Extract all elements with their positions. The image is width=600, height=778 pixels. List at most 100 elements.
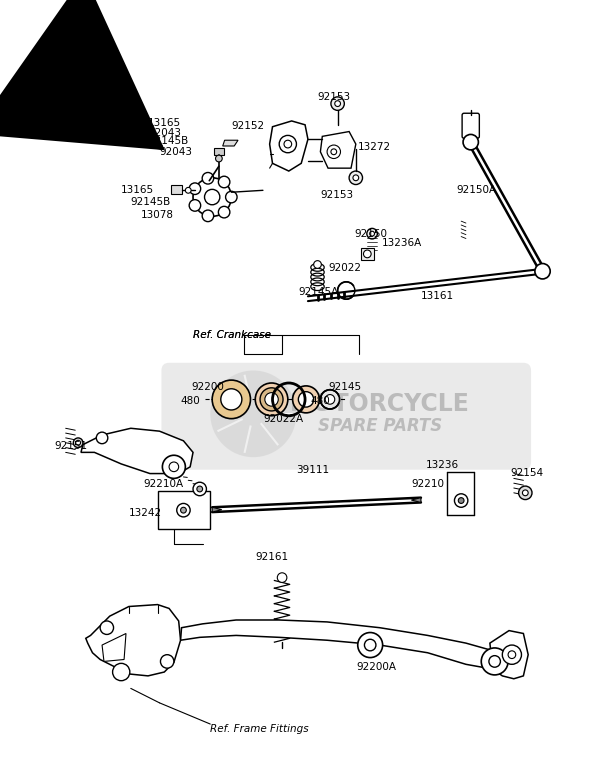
FancyBboxPatch shape [462,114,479,138]
Bar [158,491,210,530]
Circle shape [481,648,508,675]
Text: 13161: 13161 [421,290,454,300]
Circle shape [349,171,362,184]
Polygon shape [86,605,181,676]
Text: 92145: 92145 [328,382,361,392]
Circle shape [97,432,108,443]
Polygon shape [412,498,421,503]
Text: SPARE PARTS: SPARE PARTS [317,417,442,436]
Text: Ref. Crankcase: Ref. Crankcase [193,330,271,340]
Circle shape [189,183,200,194]
Text: MOTORCYCLE: MOTORCYCLE [290,392,470,416]
Circle shape [314,261,322,268]
Circle shape [370,231,374,236]
Circle shape [202,173,214,184]
Text: 13165: 13165 [121,185,154,195]
Circle shape [277,573,287,583]
Text: 480: 480 [311,397,331,406]
Text: 92153: 92153 [317,92,350,102]
Polygon shape [223,140,238,146]
Text: 92145A: 92145A [298,286,338,296]
Circle shape [293,386,319,413]
Circle shape [353,175,359,180]
Text: 92154: 92154 [510,468,543,478]
Circle shape [502,645,521,664]
Circle shape [518,486,532,499]
Text: 39111: 39111 [296,465,329,475]
Polygon shape [269,121,308,171]
Circle shape [489,656,500,668]
Polygon shape [81,428,193,474]
Text: 92150A: 92150A [457,184,496,194]
Circle shape [265,393,278,406]
Circle shape [160,654,174,668]
Text: 92145B: 92145B [131,197,171,207]
Text: Ref. Crankcase: Ref. Crankcase [193,330,271,340]
Circle shape [279,135,296,152]
Circle shape [260,387,283,411]
Text: 13078: 13078 [140,209,173,219]
Circle shape [325,394,335,405]
Text: 92210A: 92210A [143,479,184,489]
Text: Ref. Frame Fittings: Ref. Frame Fittings [210,724,309,734]
Circle shape [113,664,130,681]
Polygon shape [181,620,497,669]
Text: 13242: 13242 [129,508,162,518]
Circle shape [255,383,288,415]
Text: 92022A: 92022A [263,414,303,424]
Circle shape [367,229,377,239]
Circle shape [335,100,340,107]
Polygon shape [171,184,182,194]
Circle shape [197,486,203,492]
FancyBboxPatch shape [161,363,531,470]
Circle shape [210,370,296,457]
Circle shape [193,178,232,216]
Text: 92161: 92161 [255,552,289,562]
Polygon shape [320,131,356,168]
Circle shape [364,250,371,258]
Circle shape [226,191,237,203]
Text: 92150: 92150 [355,229,388,239]
Circle shape [364,640,376,651]
Circle shape [73,438,83,447]
Circle shape [284,140,292,148]
Text: 92043: 92043 [160,147,193,157]
Circle shape [358,633,383,657]
Circle shape [215,155,222,162]
Text: 92153: 92153 [320,191,353,200]
Circle shape [181,507,187,513]
Circle shape [320,390,340,409]
Circle shape [463,135,478,150]
Text: 13165: 13165 [148,118,181,128]
Circle shape [523,490,528,496]
Circle shape [205,189,220,205]
Circle shape [218,206,230,218]
Circle shape [331,149,337,155]
Text: 92200: 92200 [191,382,224,392]
Circle shape [327,145,340,159]
Text: 92200A: 92200A [357,662,397,672]
Polygon shape [212,507,222,512]
Circle shape [218,176,230,187]
Text: 92022: 92022 [328,262,361,272]
Circle shape [100,621,113,634]
Text: 92145B: 92145B [148,136,188,146]
Text: 13236A: 13236A [382,239,422,248]
Text: 13272: 13272 [358,142,391,152]
Polygon shape [490,631,528,678]
Circle shape [221,389,242,410]
Text: 13236: 13236 [426,460,459,470]
Circle shape [193,482,206,496]
Text: 92210: 92210 [412,479,445,489]
Text: 92043: 92043 [148,128,181,138]
Circle shape [76,440,80,445]
Circle shape [169,462,179,471]
Bar [361,248,374,260]
Circle shape [163,455,185,478]
Circle shape [454,494,468,507]
Text: 92152: 92152 [232,121,265,131]
Circle shape [189,200,200,211]
Circle shape [338,282,355,300]
Circle shape [331,97,344,110]
Polygon shape [214,148,224,155]
